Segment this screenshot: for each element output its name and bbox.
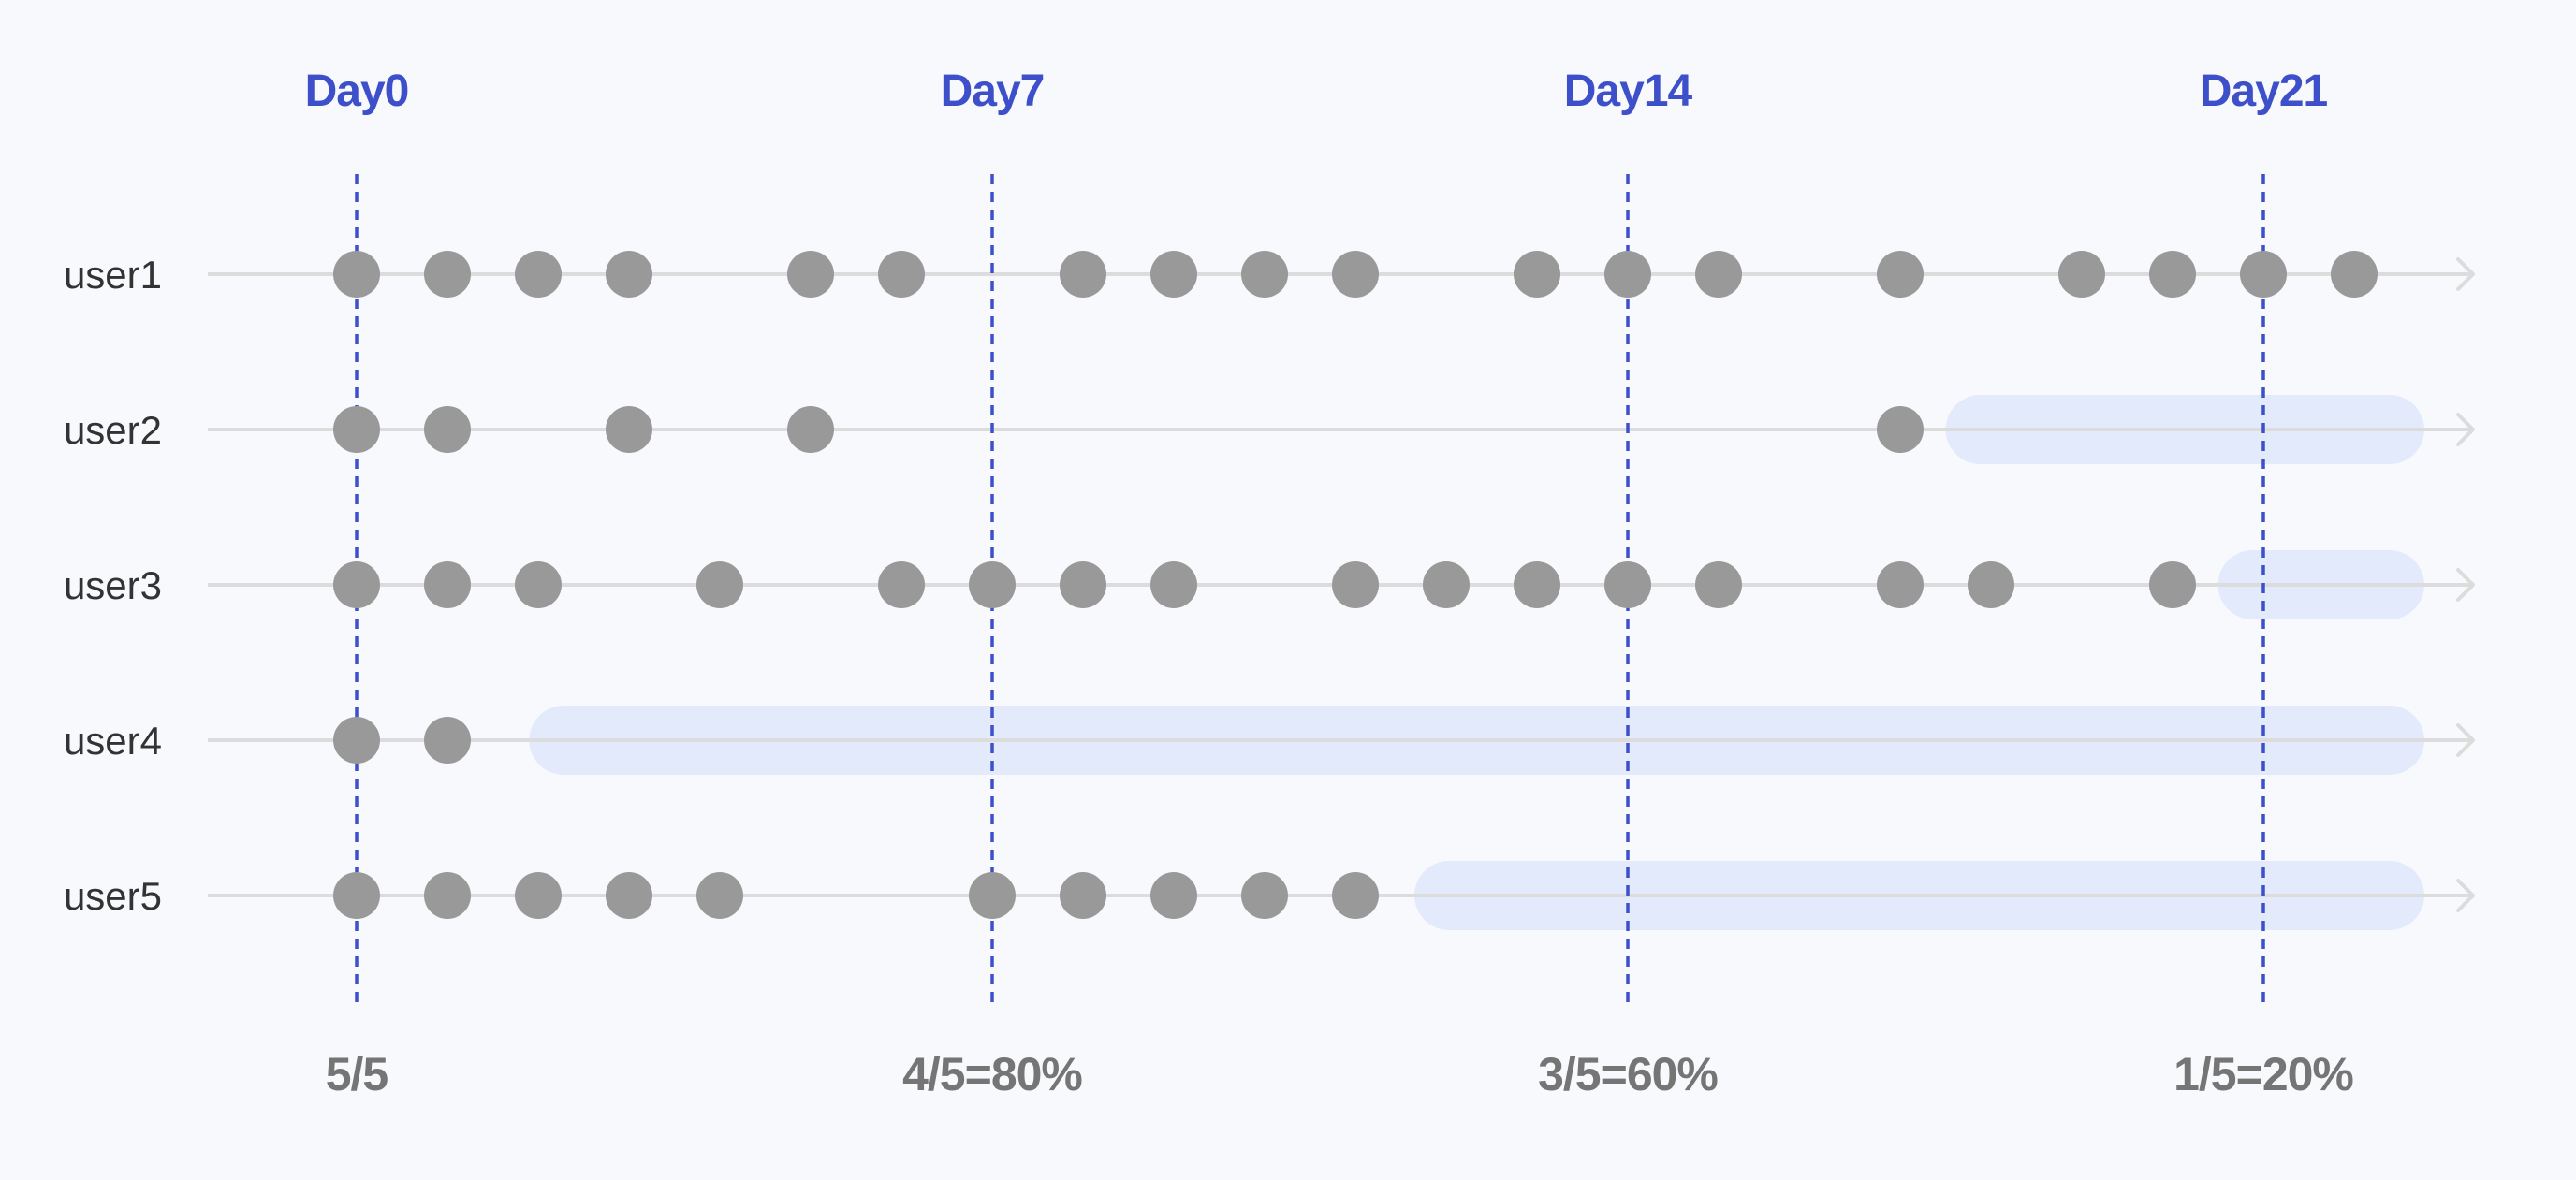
activity-dot-user5-day10 <box>1241 872 1288 919</box>
day-label: Day21 <box>2200 66 2328 116</box>
activity-dot-user4-day1 <box>424 717 471 764</box>
retention-ratio-label: 1/5=20% <box>2174 1048 2353 1100</box>
activity-dot-user3-day18 <box>1968 561 2014 608</box>
day-label: Day0 <box>305 66 409 116</box>
activity-dot-user3-day0 <box>333 561 380 608</box>
activity-dot-user1-day13 <box>1514 251 1560 298</box>
activity-dot-user3-day15 <box>1695 561 1742 608</box>
timeline-arrow-icon <box>2456 723 2475 757</box>
activity-dot-user1-day22 <box>2331 251 2378 298</box>
user-label: user5 <box>64 874 162 918</box>
activity-dot-user2-day17 <box>1877 406 1924 453</box>
retention-ratio-label: 5/5 <box>326 1048 388 1100</box>
activity-dot-user1-day2 <box>515 251 562 298</box>
activity-dot-user1-day9 <box>1150 251 1197 298</box>
activity-dot-user1-day17 <box>1877 251 1924 298</box>
timeline-arrow-icon <box>2456 413 2475 446</box>
day-label: Day14 <box>1564 66 1693 116</box>
activity-dot-user1-day8 <box>1060 251 1106 298</box>
activity-dot-user1-day20 <box>2149 251 2196 298</box>
activity-dot-user2-day1 <box>424 406 471 453</box>
churn-bands-layer <box>529 395 2424 930</box>
timeline-arrow-icon <box>2456 879 2475 912</box>
activity-dot-user1-day10 <box>1241 251 1288 298</box>
activity-dot-user3-day2 <box>515 561 562 608</box>
activity-dot-user4-day0 <box>333 717 380 764</box>
activity-dot-user3-day11 <box>1332 561 1379 608</box>
activity-dots-layer <box>333 251 2378 919</box>
activity-dot-user3-day20 <box>2149 561 2196 608</box>
activity-dot-user3-day17 <box>1877 561 1924 608</box>
activity-dot-user1-day3 <box>606 251 652 298</box>
activity-dot-user5-day1 <box>424 872 471 919</box>
activity-dot-user5-day7 <box>969 872 1016 919</box>
activity-dot-user2-day3 <box>606 406 652 453</box>
activity-dot-user5-day9 <box>1150 872 1197 919</box>
activity-dot-user1-day14 <box>1604 251 1651 298</box>
activity-dot-user5-day2 <box>515 872 562 919</box>
activity-dot-user3-day14 <box>1604 561 1651 608</box>
timeline-arrow-icon <box>2456 568 2475 602</box>
activity-dot-user1-day11 <box>1332 251 1379 298</box>
activity-dot-user3-day9 <box>1150 561 1197 608</box>
activity-dot-user1-day19 <box>2058 251 2105 298</box>
activity-dot-user1-day0 <box>333 251 380 298</box>
activity-dot-user5-day0 <box>333 872 380 919</box>
activity-dot-user2-day5 <box>787 406 834 453</box>
retention-ratio-label: 4/5=80% <box>902 1048 1082 1100</box>
activity-dot-user1-day21 <box>2240 251 2287 298</box>
labels-layer: user1 user2 user3 user4 user5 Day0 5/5 Day7 4/5=… <box>64 66 2354 1100</box>
activity-dot-user3-day13 <box>1514 561 1560 608</box>
activity-dot-user2-day0 <box>333 406 380 453</box>
activity-dot-user3-day8 <box>1060 561 1106 608</box>
user-label: user3 <box>64 563 162 607</box>
activity-dot-user1-day1 <box>424 251 471 298</box>
day-label: Day7 <box>941 66 1045 116</box>
user-label: user2 <box>64 408 162 452</box>
activity-dot-user3-day4 <box>696 561 743 608</box>
user-label: user1 <box>64 253 162 297</box>
activity-dot-user1-day15 <box>1695 251 1742 298</box>
activity-dot-user3-day6 <box>878 561 925 608</box>
user-label: user4 <box>64 719 162 763</box>
activity-dot-user5-day3 <box>606 872 652 919</box>
activity-dot-user1-day5 <box>787 251 834 298</box>
timeline-arrow-icon <box>2456 257 2475 291</box>
retention-ratio-label: 3/5=60% <box>1538 1048 1718 1100</box>
activity-dot-user3-day7 <box>969 561 1016 608</box>
activity-dot-user5-day8 <box>1060 872 1106 919</box>
activity-dot-user3-day12 <box>1423 561 1470 608</box>
activity-dot-user1-day6 <box>878 251 925 298</box>
activity-dot-user5-day4 <box>696 872 743 919</box>
activity-dot-user3-day1 <box>424 561 471 608</box>
activity-dot-user5-day11 <box>1332 872 1379 919</box>
